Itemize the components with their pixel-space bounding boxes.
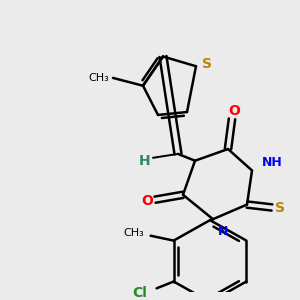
Text: CH₃: CH₃ bbox=[88, 73, 109, 83]
Text: O: O bbox=[228, 104, 240, 118]
Text: Cl: Cl bbox=[132, 286, 147, 300]
Text: S: S bbox=[202, 57, 212, 71]
Text: H: H bbox=[139, 154, 151, 168]
Text: O: O bbox=[141, 194, 153, 208]
Text: CH₃: CH₃ bbox=[123, 228, 144, 238]
Text: N: N bbox=[218, 225, 228, 238]
Text: S: S bbox=[275, 202, 285, 215]
Text: NH: NH bbox=[262, 156, 283, 169]
